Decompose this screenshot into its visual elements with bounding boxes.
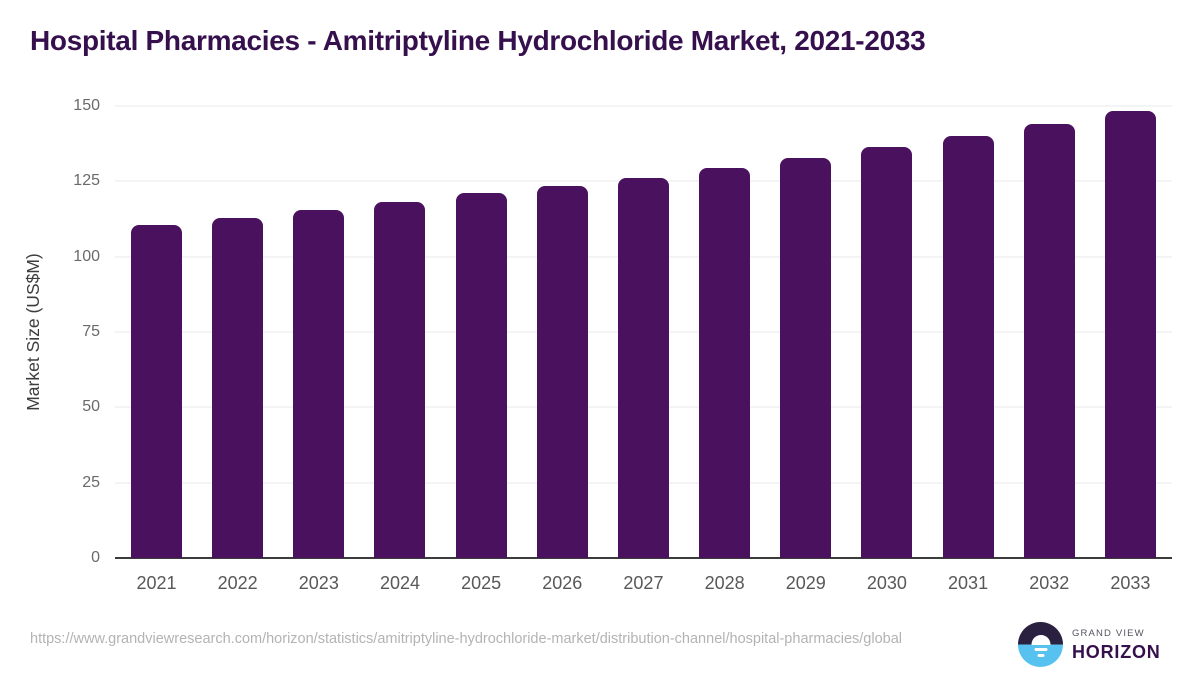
x-tick-label: 2021 — [136, 573, 177, 593]
x-tick-label: 2028 — [704, 573, 745, 593]
x-tick-label: 2030 — [866, 573, 907, 593]
plot-area — [115, 105, 1172, 559]
y-tick-label: 125 — [73, 172, 100, 190]
y-tick-label: 75 — [82, 323, 100, 340]
sun-icon — [1031, 635, 1050, 645]
bar-2022 — [212, 218, 264, 558]
logo-grand-view-text: GRAND VIEW — [1072, 628, 1145, 639]
y-tick-label: 150 — [73, 97, 100, 114]
bar-2031 — [942, 136, 994, 558]
bar-2030 — [861, 146, 913, 558]
x-tick-label: 2027 — [623, 573, 664, 593]
bars — [115, 106, 1172, 558]
y-tick-label: 0 — [91, 549, 100, 566]
x-tick-label: 2025 — [461, 573, 502, 593]
bar-2029 — [780, 158, 832, 558]
bar-2025 — [455, 193, 507, 558]
y-axis: 0 25 50 75 100 125 150 — [0, 98, 100, 566]
horizon-sunrise-icon — [1018, 622, 1063, 667]
bar-2026 — [536, 186, 588, 558]
x-axis: 2021 2022 2023 2024 2025 2026 2027 2028 2029 2030… — [115, 573, 1172, 595]
logo-horizon-text: HORIZON — [1072, 642, 1161, 662]
x-tick-label: 2033 — [1110, 573, 1151, 593]
x-axis-line — [115, 557, 1172, 559]
bar-2023 — [293, 210, 345, 558]
x-tick-label: 2024 — [379, 573, 420, 593]
gridline — [115, 105, 1172, 107]
x-tick-label: 2032 — [1029, 573, 1070, 593]
y-tick-label: 25 — [82, 473, 100, 491]
x-tick-label: 2029 — [785, 573, 826, 593]
bar-2024 — [374, 201, 426, 558]
bar-2021 — [131, 225, 182, 558]
x-tick-label: 2031 — [948, 573, 989, 593]
chart-title: Hospital Pharmacies - Amitriptyline Hydr… — [30, 25, 926, 56]
y-tick-label: 50 — [82, 398, 100, 416]
y-tick-label: 100 — [73, 247, 100, 265]
x-tick-label: 2026 — [542, 573, 583, 593]
bar-2028 — [699, 168, 751, 558]
x-tick-label: 2022 — [217, 573, 258, 593]
logo-text: GRAND VIEW HORIZON — [1072, 628, 1161, 663]
sun-reflection-line — [1037, 654, 1044, 657]
grand-view-horizon-logo: GRAND VIEW HORIZON — [1018, 622, 1188, 668]
x-tick-label: 2023 — [298, 573, 339, 593]
bar-2033 — [1104, 110, 1156, 558]
bar-2032 — [1023, 124, 1075, 558]
source-url-link[interactable]: https://www.grandviewresearch.com/horizo… — [30, 631, 902, 647]
sun-reflection-line — [1034, 648, 1047, 651]
bar-2027 — [617, 178, 669, 558]
